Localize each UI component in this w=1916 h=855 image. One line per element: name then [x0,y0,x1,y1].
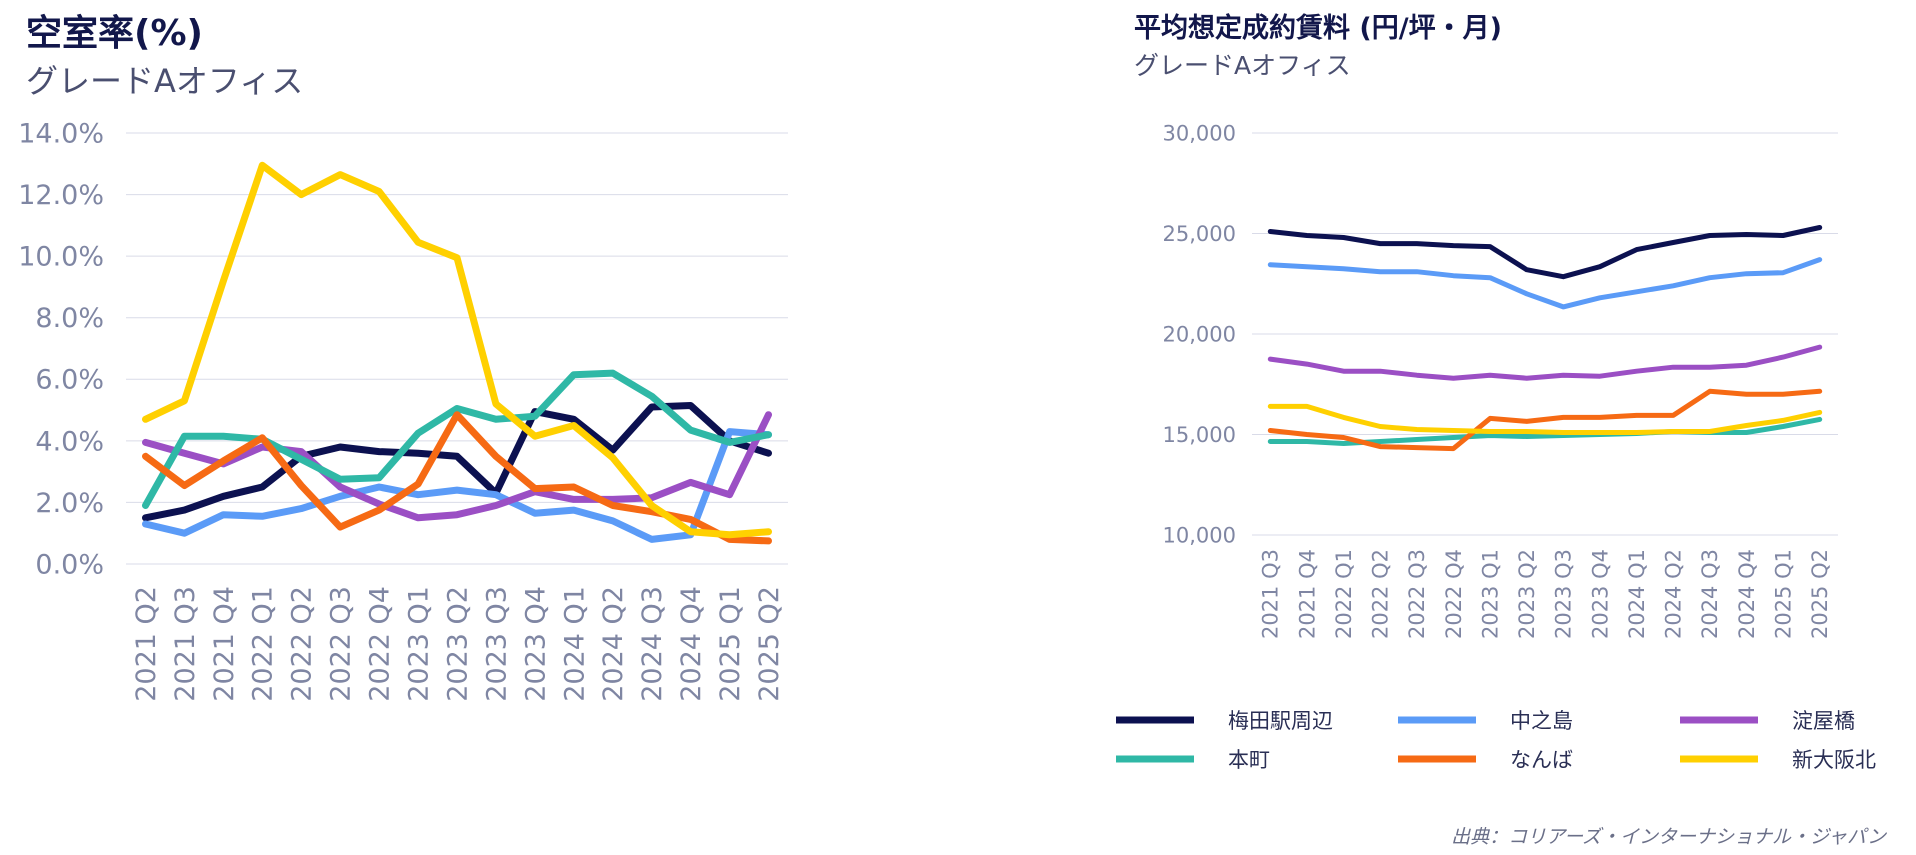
vacancy-x-tick-label: 2021 Q2 [131,586,162,702]
vacancy-series-line-3 [142,369,772,509]
rent-x-tick-label: 2024 Q1 [1625,549,1649,639]
rent-x-tick-label: 2021 Q3 [1259,549,1283,639]
vacancy-chart-title: 空室率(%) [26,13,203,54]
rent-x-tick-label: 2023 Q2 [1515,549,1539,639]
source-note: 出典：コリアーズ・インターナショナル・ジャパン [1451,826,1886,848]
rent-x-tick-label: 2023 Q4 [1588,549,1612,639]
rent-y-tick-label: 20,000 [1163,322,1236,346]
vacancy-x-tick-label: 2022 Q2 [287,586,318,702]
rent-x-tick-label: 2022 Q2 [1369,549,1393,639]
vacancy-series-line-1 [142,428,772,543]
vacancy-x-tick-label: 2025 Q1 [715,586,746,702]
vacancy-x-tick-label: 2025 Q2 [754,586,785,702]
rent-x-tick-label: 2024 Q3 [1698,549,1722,639]
vacancy-y-tick-label: 12.0% [18,180,104,211]
rent-x-tick-label: 2022 Q4 [1442,549,1466,639]
vacancy-x-tick-label: 2024 Q1 [559,586,590,702]
vacancy-x-tick-label: 2021 Q4 [209,586,240,702]
vacancy-y-tick-label: 8.0% [35,303,104,334]
vacancy-chart-subtitle: グレードAオフィス [26,62,304,100]
rent-chart-title: 平均想定成約賃料 (円/坪・月) [1134,13,1502,44]
rent-x-tick-label: 2021 Q4 [1295,549,1319,639]
rent-series-line-4 [1267,388,1823,452]
vacancy-y-tick-label: 10.0% [18,242,104,273]
rent-x-tick-label: 2025 Q2 [1808,549,1832,639]
rent-x-tick-label: 2023 Q3 [1552,549,1576,639]
vacancy-x-tick-label: 2022 Q3 [326,586,357,702]
vacancy-y-tick-label: 6.0% [35,365,104,396]
rent-x-tick-label: 2024 Q4 [1735,549,1759,639]
vacancy-series-line-2 [142,411,772,522]
rent-series-line-5 [1267,403,1823,435]
vacancy-x-tick-label: 2023 Q2 [442,586,473,702]
rent-x-tick-label: 2025 Q1 [1771,549,1795,639]
rent-chart-subtitle: グレードAオフィス [1134,51,1351,80]
rent-y-tick-label: 10,000 [1163,523,1236,547]
rent-y-tick-label: 25,000 [1163,222,1236,246]
rent-series-line-0 [1267,225,1823,280]
vacancy-x-tick-label: 2024 Q4 [676,586,707,702]
rent-x-tick-label: 2022 Q3 [1405,549,1429,639]
vacancy-x-tick-label: 2021 Q3 [170,586,201,702]
vacancy-x-tick-label: 2022 Q1 [248,586,279,702]
vacancy-series-line-5 [142,161,772,539]
vacancy-x-tick-label: 2022 Q4 [365,586,396,702]
rent-x-tick-label: 2023 Q1 [1478,549,1502,639]
vacancy-y-tick-label: 4.0% [35,426,104,457]
vacancy-y-tick-label: 14.0% [18,118,104,149]
vacancy-y-tick-label: 0.0% [35,549,104,580]
vacancy-rate-chart: 0.0% 2.0% 4.0% 6.0% 8.0% 10.0% 12.0% 14.0% 2021 … [18,118,788,702]
rent-y-tick-label: 30,000 [1163,121,1236,145]
rent-series-line-2 [1267,344,1823,381]
rent-series-line-1 [1267,257,1823,310]
vacancy-x-tick-label: 2023 Q1 [404,586,435,702]
vacancy-x-tick-label: 2023 Q3 [481,586,512,702]
rent-y-tick-label: 15,000 [1163,423,1236,447]
rent-x-tick-label: 2022 Q1 [1332,549,1356,639]
vacancy-y-tick-label: 2.0% [35,488,104,519]
vacancy-x-tick-label: 2024 Q3 [637,586,668,702]
vacancy-x-tick-label: 2023 Q4 [520,586,551,702]
rent-x-tick-label: 2024 Q2 [1662,549,1686,639]
vacancy-x-tick-label: 2024 Q2 [598,586,629,702]
